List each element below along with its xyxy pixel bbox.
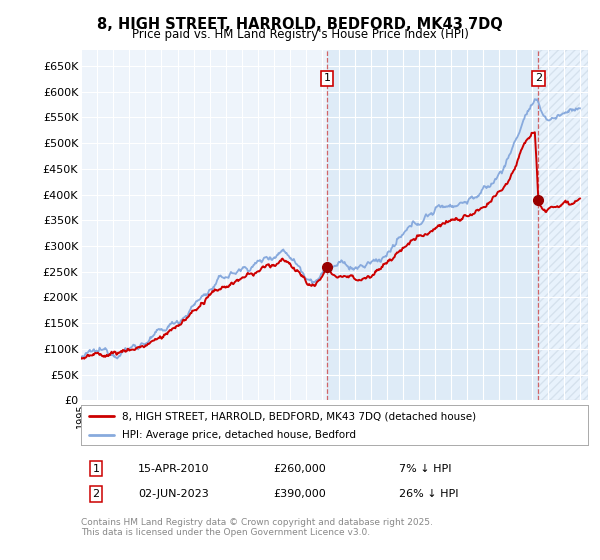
Text: 02-JUN-2023: 02-JUN-2023	[138, 489, 209, 499]
Text: 1: 1	[323, 73, 331, 83]
Text: £260,000: £260,000	[273, 464, 326, 474]
Text: £390,000: £390,000	[273, 489, 326, 499]
Text: 1: 1	[92, 464, 100, 474]
Text: 8, HIGH STREET, HARROLD, BEDFORD, MK43 7DQ: 8, HIGH STREET, HARROLD, BEDFORD, MK43 7…	[97, 17, 503, 32]
Text: 7% ↓ HPI: 7% ↓ HPI	[399, 464, 452, 474]
Text: Contains HM Land Registry data © Crown copyright and database right 2025.
This d: Contains HM Land Registry data © Crown c…	[81, 518, 433, 538]
Text: 8, HIGH STREET, HARROLD, BEDFORD, MK43 7DQ (detached house): 8, HIGH STREET, HARROLD, BEDFORD, MK43 7…	[122, 411, 476, 421]
Bar	[538, 50, 588, 400]
Text: 2: 2	[535, 73, 542, 83]
Text: 2: 2	[92, 489, 100, 499]
Text: Price paid vs. HM Land Registry's House Price Index (HPI): Price paid vs. HM Land Registry's House …	[131, 28, 469, 41]
Text: HPI: Average price, detached house, Bedford: HPI: Average price, detached house, Bedf…	[122, 430, 356, 440]
Text: 26% ↓ HPI: 26% ↓ HPI	[399, 489, 458, 499]
Bar	[327, 50, 538, 400]
Text: 15-APR-2010: 15-APR-2010	[138, 464, 209, 474]
